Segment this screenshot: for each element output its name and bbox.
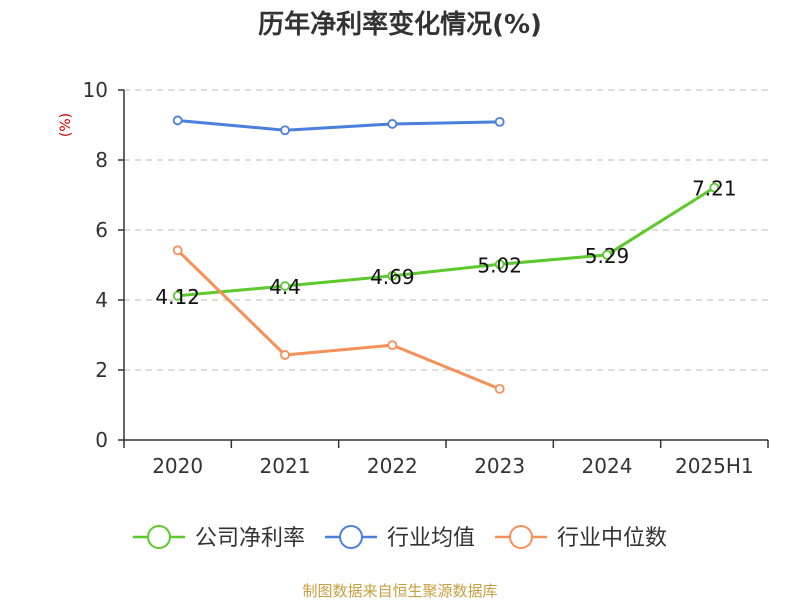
- y-tick-label: 2: [95, 358, 108, 382]
- legend-marker: [509, 525, 534, 549]
- series-line: [177, 186, 716, 298]
- data-point: [494, 116, 505, 127]
- x-tick-label: 2025H1: [675, 454, 754, 478]
- source-note: 制图数据来自恒生聚源数据库: [302, 582, 497, 600]
- chart-title: 历年净利率变化情况(%): [258, 9, 542, 40]
- data-point: [172, 290, 183, 301]
- data-point: [387, 270, 398, 281]
- y-tick-label: 4: [95, 288, 108, 312]
- data-label: 5.02: [477, 253, 522, 277]
- legend-marker: [146, 525, 171, 549]
- series-line: [177, 118, 500, 132]
- y-tick-label: 0: [95, 428, 108, 452]
- grid-lines: [124, 89, 768, 371]
- data-label: 4.12: [155, 285, 200, 309]
- data-label: 4.4: [269, 275, 301, 299]
- legend-label: 行业中位数: [557, 526, 667, 551]
- data-point: [494, 259, 505, 270]
- y-axis-label: (%): [58, 113, 74, 137]
- series-lines: [172, 115, 720, 394]
- data-point: [280, 350, 290, 360]
- y-tick-label: 6: [95, 218, 108, 242]
- legend-label: 行业均值: [387, 526, 475, 551]
- data-labels: 4.12 4.4 4.69 5.02 5.29 7.21: [155, 177, 736, 309]
- data-point: [602, 249, 612, 260]
- data-point: [387, 119, 398, 129]
- x-tick-label: 2022: [367, 454, 418, 478]
- axes: 0 2 4 6 8 10 2020 2021 2022 2023 2024 2025H1: [83, 78, 769, 478]
- data-label: 7.21: [692, 177, 737, 201]
- legend-item: 行业中位数: [495, 525, 667, 551]
- y-tick-label: 10: [83, 78, 108, 102]
- data-point: [387, 340, 398, 351]
- legend-item: 行业均值: [324, 525, 475, 551]
- data-point: [172, 245, 183, 256]
- x-tick-label: 2024: [582, 454, 633, 478]
- legend: 公司净利率 行业均值 行业中位数: [132, 525, 667, 551]
- data-point: [172, 115, 183, 126]
- data-label: 5.29: [585, 244, 630, 268]
- data-label: 4.69: [370, 265, 415, 289]
- series-line: [176, 249, 501, 391]
- data-point: [280, 125, 290, 136]
- legend-marker: [338, 525, 363, 549]
- x-tick-label: 2023: [474, 454, 525, 478]
- data-point: [280, 281, 290, 291]
- legend-item: 公司净利率: [132, 525, 305, 551]
- data-point: [494, 383, 505, 394]
- y-tick-label: 8: [95, 148, 108, 172]
- legend-label: 公司净利率: [195, 526, 305, 551]
- x-tick-label: 2021: [260, 454, 311, 478]
- data-point: [709, 182, 720, 193]
- x-tick-label: 2020: [152, 454, 203, 478]
